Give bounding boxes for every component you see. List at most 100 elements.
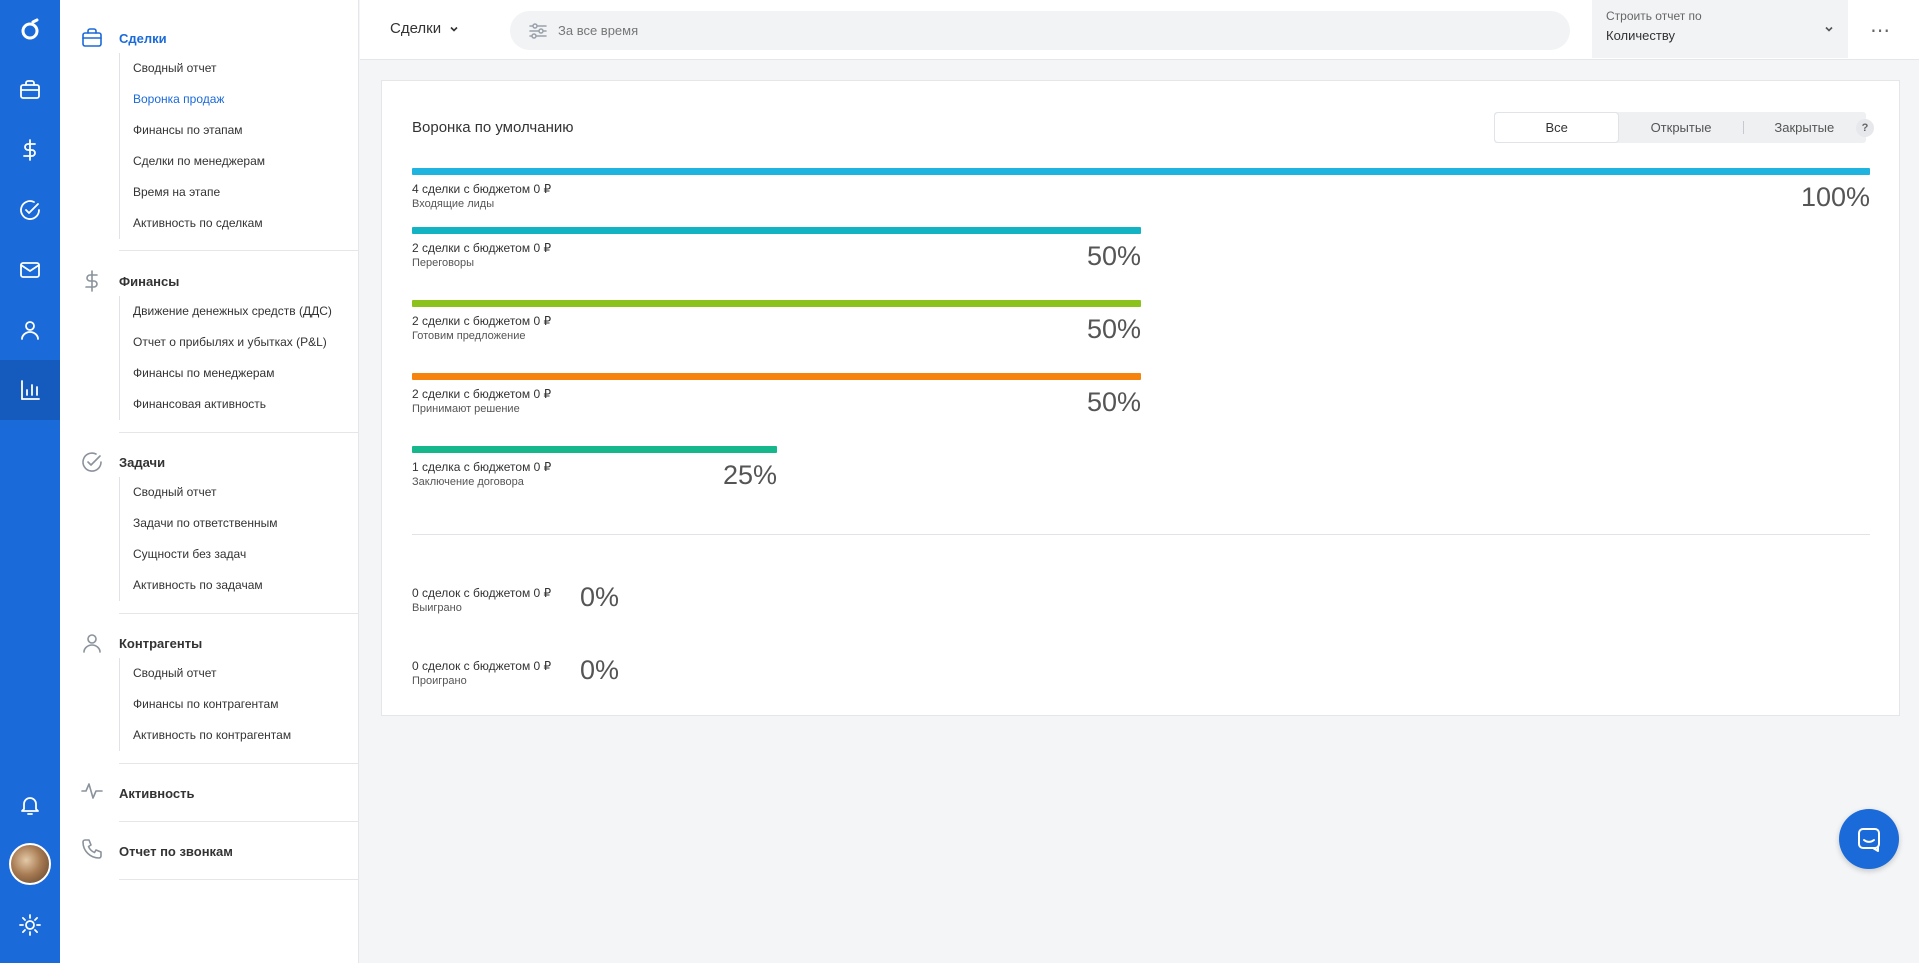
sidebar-item[interactable]: Активность по контрагентам (133, 728, 292, 742)
stage-bar (412, 227, 1141, 234)
chat-icon (1858, 828, 1880, 852)
more-options-button[interactable]: ⋯ (1870, 20, 1891, 42)
help-button[interactable]: ? (1856, 119, 1874, 137)
avatar[interactable] (9, 843, 51, 885)
sidebar-item[interactable]: Сущности без задач (133, 547, 247, 561)
topbar: Сделки Строить отчет по Количеству ⋯ (360, 0, 1919, 60)
stage-name: Принимают решение (412, 403, 520, 415)
divider (119, 613, 359, 614)
sidebar-item[interactable]: Время на этапе (133, 185, 221, 199)
gear-icon[interactable] (0, 895, 60, 955)
sidebar-item[interactable]: Финансы по менеджерам (133, 366, 275, 380)
sidebar-item[interactable]: Сводный отчет (133, 61, 217, 75)
status-filter-tabs: Все Открытые Закрытые (1494, 112, 1866, 143)
stage-summary: 2 сделки с бюджетом 0 ₽ (412, 314, 552, 328)
sidebar-item[interactable]: Активность по задачам (133, 578, 263, 592)
funnel-stage: 2 сделки с бюджетом 0 ₽ Готовим предложе… (412, 300, 1141, 360)
logo-icon[interactable] (0, 0, 60, 60)
report-by-select[interactable]: Строить отчет по Количеству (1592, 0, 1848, 58)
stage-percent: 100% (1800, 182, 1870, 212)
entity-select-label: Сделки (390, 20, 442, 37)
sub-list: Движение денежных средств (ДДС) Отчет о … (119, 296, 332, 420)
funnel-stage: 2 сделки с бюджетом 0 ₽ Переговоры 50% (412, 227, 1141, 287)
tab-open[interactable]: Открытые (1650, 120, 1712, 135)
funnel-stage: 4 сделки с бюджетом 0 ₽ Входящие лиды 10… (412, 168, 1870, 228)
check-circle-icon[interactable] (0, 180, 60, 240)
section-title[interactable]: Активность (119, 786, 195, 801)
result-name: Выиграно (412, 602, 462, 614)
check-circle-icon (80, 450, 104, 474)
funnel-card: Воронка по умолчанию Все Открытые Закрыт… (381, 80, 1900, 716)
phone-icon (80, 837, 104, 861)
bar-chart-icon[interactable] (0, 360, 60, 420)
icon-rail (0, 0, 60, 963)
result-percent: 0% (580, 655, 620, 685)
sub-list: Сводный отчет Финансы по контрагентам Ак… (119, 658, 291, 751)
sidebar-item[interactable]: Финансовая активность (133, 397, 266, 411)
stage-bar (412, 168, 1870, 175)
sidebar-item[interactable]: Движение денежных средств (ДДС) (133, 304, 332, 318)
user-icon (80, 631, 104, 655)
funnel-stage: 2 сделки с бюджетом 0 ₽ Принимают решени… (412, 373, 1141, 433)
stage-bar (412, 300, 1141, 307)
sidebar-item-active[interactable]: Воронка продаж (133, 92, 225, 106)
report-by-value: Количеству (1606, 28, 1675, 43)
funnel-title: Воронка по умолчанию (412, 119, 574, 136)
result-name: Проиграно (412, 675, 467, 687)
section-title[interactable]: Отчет по звонкам (119, 844, 233, 859)
stage-name: Заключение договора (412, 476, 524, 488)
stage-name: Готовим предложение (412, 330, 526, 342)
section-title[interactable]: Финансы (119, 274, 180, 289)
dollar-icon (80, 269, 104, 293)
sidebar-item[interactable]: Сводный отчет (133, 485, 217, 499)
sub-list: Сводный отчет Воронка продаж Финансы по … (119, 53, 265, 239)
stages-separator (412, 534, 1870, 535)
sidebar-item[interactable]: Финансы по этапам (133, 123, 243, 137)
dollar-icon[interactable] (0, 120, 60, 180)
divider (119, 821, 359, 822)
divider (119, 879, 359, 880)
stage-percent: 25% (722, 460, 777, 490)
sidebar-item[interactable]: Сводный отчет (133, 666, 217, 680)
briefcase-icon (80, 26, 104, 50)
stage-name: Переговоры (412, 257, 475, 269)
divider (119, 250, 359, 251)
reports-sidebar: Сделки Сводный отчет Воронка продаж Фина… (60, 0, 359, 963)
result-summary: 0 сделок с бюджетом 0 ₽ (412, 586, 552, 600)
mail-icon[interactable] (0, 240, 60, 300)
divider (119, 763, 359, 764)
tab-all[interactable]: Все (1495, 113, 1619, 142)
user-icon[interactable] (0, 300, 60, 360)
section-title[interactable]: Задачи (119, 455, 166, 470)
briefcase-icon[interactable] (0, 60, 60, 120)
sidebar-item[interactable]: Финансы по контрагентам (133, 697, 279, 711)
stage-name: Входящие лиды (412, 198, 495, 210)
bell-icon[interactable] (0, 775, 60, 835)
divider (119, 432, 359, 433)
chevron-down-icon (1825, 26, 1833, 32)
sub-list: Сводный отчет Задачи по ответственным Су… (119, 477, 277, 601)
stage-percent: 50% (1086, 241, 1141, 271)
tab-closed[interactable]: Закрытые (1742, 113, 1866, 142)
sidebar-item[interactable]: Активность по сделкам (133, 216, 263, 230)
sidebar-item[interactable]: Задачи по ответственным (133, 516, 278, 530)
sidebar-item[interactable]: Отчет о прибылях и убытках (P&L) (133, 335, 327, 349)
chat-button[interactable] (1839, 809, 1899, 869)
period-input[interactable] (558, 23, 1458, 38)
stage-summary: 1 сделка с бюджетом 0 ₽ (412, 460, 552, 474)
stage-percent: 50% (1086, 387, 1141, 417)
activity-icon (80, 779, 104, 803)
stage-percent: 50% (1086, 314, 1141, 344)
section-title[interactable]: Контрагенты (119, 636, 203, 651)
stage-summary: 2 сделки с бюджетом 0 ₽ (412, 241, 552, 255)
result-percent: 0% (580, 582, 620, 612)
stage-bar (412, 373, 1141, 380)
period-filter[interactable] (510, 11, 1570, 50)
entity-select[interactable]: Сделки (390, 20, 459, 37)
filter-sliders-icon (529, 22, 547, 39)
sidebar-item[interactable]: Сделки по менеджерам (133, 154, 265, 168)
stage-summary: 2 сделки с бюджетом 0 ₽ (412, 387, 552, 401)
stage-bar (412, 446, 777, 453)
stage-summary: 4 сделки с бюджетом 0 ₽ (412, 182, 552, 196)
section-title[interactable]: Сделки (119, 31, 167, 46)
